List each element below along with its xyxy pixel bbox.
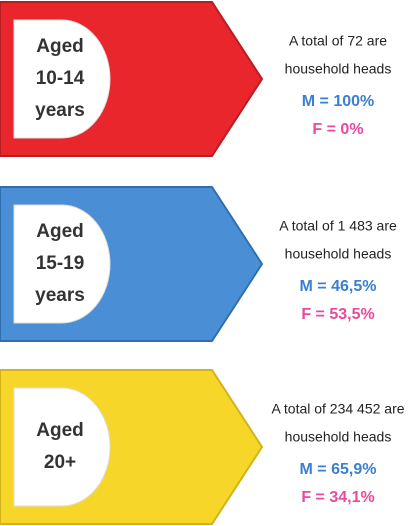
male-share: M = 100% [302, 93, 374, 110]
male-share: M = 46,5% [300, 278, 377, 295]
male-share: M = 65,9% [300, 461, 377, 478]
total-text: A total of 1 483 are [279, 218, 397, 234]
age-label: Aged [36, 36, 84, 57]
total-text: household heads [285, 429, 392, 445]
age-label: years [35, 100, 85, 121]
age-label: Aged [36, 420, 84, 441]
age-label: 15-19 [36, 253, 85, 274]
total-text: household heads [285, 61, 392, 77]
female-share: F = 34,1% [301, 489, 374, 506]
age-label: 10-14 [36, 68, 85, 89]
female-share: F = 53,5% [301, 306, 374, 323]
total-text: A total of 72 are [289, 33, 387, 49]
label-badge [13, 387, 111, 507]
age-label: Aged [36, 221, 84, 242]
label-badge [13, 204, 111, 324]
age-label: years [35, 285, 85, 306]
total-text: household heads [285, 246, 392, 262]
total-text: A total of 234 452 are [271, 401, 404, 417]
age-label: 20+ [44, 452, 76, 473]
female-share: F = 0% [312, 121, 363, 138]
label-badge [13, 19, 111, 139]
